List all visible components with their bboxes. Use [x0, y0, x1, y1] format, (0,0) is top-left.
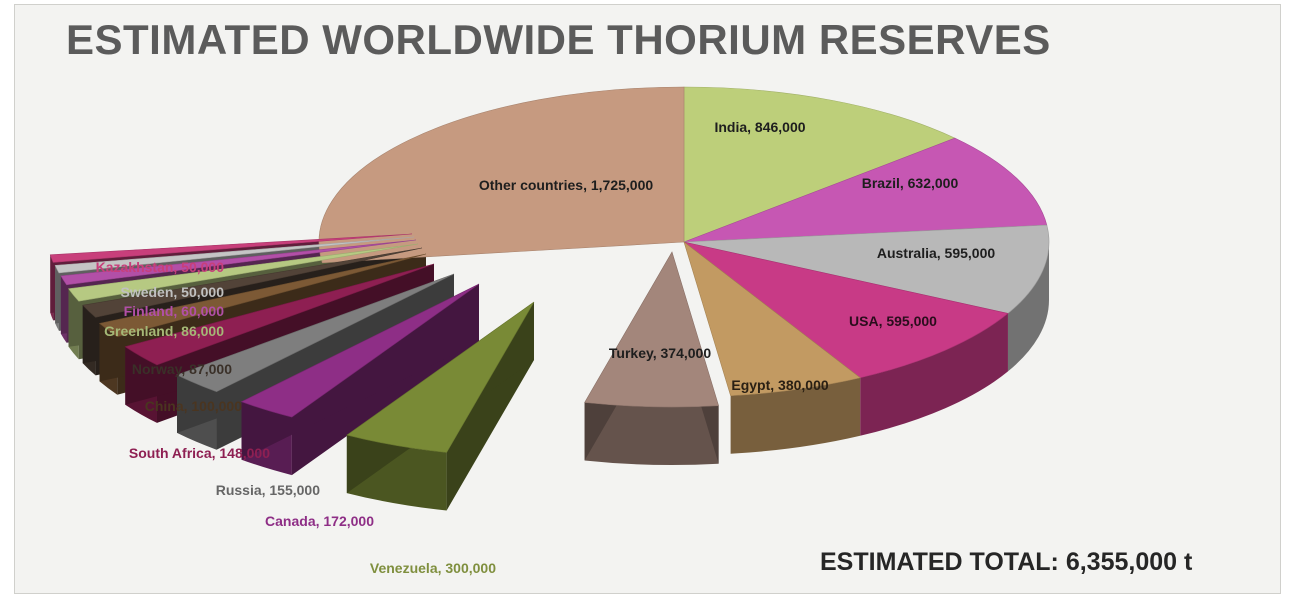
- label-norway: Norway, 87,000: [132, 361, 232, 377]
- slice-india: [683, 86, 956, 243]
- slice-turkey: [584, 251, 720, 408]
- estimated-total: ESTIMATED TOTAL: 6,355,000 t: [820, 548, 1193, 576]
- label-usa: USA, 595,000: [849, 313, 937, 329]
- slice-usa: [683, 241, 1009, 379]
- pie-labels: India, 846,000 Brazil, 632,000 Australia, …: [96, 119, 996, 576]
- label-finland: Finland, 60,000: [124, 303, 225, 319]
- slice-china: [98, 253, 427, 338]
- slice-canada: [240, 283, 480, 418]
- slice-russia: [176, 273, 455, 393]
- slice-usa-side: [860, 313, 1008, 436]
- label-other-countries: Other countries, 1,725,000: [479, 177, 654, 193]
- slice-brazil: [683, 137, 1048, 243]
- label-canada: Canada, 172,000: [265, 513, 374, 529]
- label-turkey: Turkey, 374,000: [609, 345, 711, 361]
- label-china: China, 100,000: [145, 398, 242, 414]
- label-egypt: Egypt, 380,000: [731, 377, 828, 393]
- slice-egypt: [683, 241, 861, 397]
- label-india: India, 846,000: [714, 119, 805, 135]
- label-sweden: Sweden, 50,000: [120, 284, 224, 300]
- slice-venezuela: [346, 301, 535, 453]
- chart-title: ESTIMATED WORLDWIDE THORIUM RESERVES: [66, 16, 1051, 63]
- label-australia: Australia, 595,000: [877, 245, 996, 261]
- slice-egypt-side: [730, 377, 861, 454]
- slice-australia-side: [1007, 242, 1049, 372]
- slice-turkey-side: [584, 402, 719, 466]
- slice-south-africa: [124, 263, 435, 366]
- label-brazil: Brazil, 632,000: [862, 175, 959, 191]
- label-russia: Russia, 155,000: [216, 482, 321, 498]
- slice-greenland: [68, 243, 419, 302]
- pie-tops: [49, 86, 1050, 453]
- slice-canada-wall: [241, 284, 479, 460]
- slice-kazakhstan: [49, 233, 413, 263]
- slice-finland: [60, 239, 417, 286]
- slice-norway: [82, 247, 423, 318]
- label-kazakhstan: Kazakhstan, 50,000: [96, 259, 225, 275]
- label-south-africa: South Africa, 148,000: [129, 445, 270, 461]
- slice-australia: [683, 224, 1050, 314]
- slice-other-countries: [318, 86, 685, 264]
- label-greenland: Greenland, 86,000: [104, 323, 224, 339]
- slice-russia-wall: [176, 274, 455, 433]
- label-venezuela: Venezuela, 300,000: [370, 560, 496, 576]
- slice-sweden: [54, 236, 415, 274]
